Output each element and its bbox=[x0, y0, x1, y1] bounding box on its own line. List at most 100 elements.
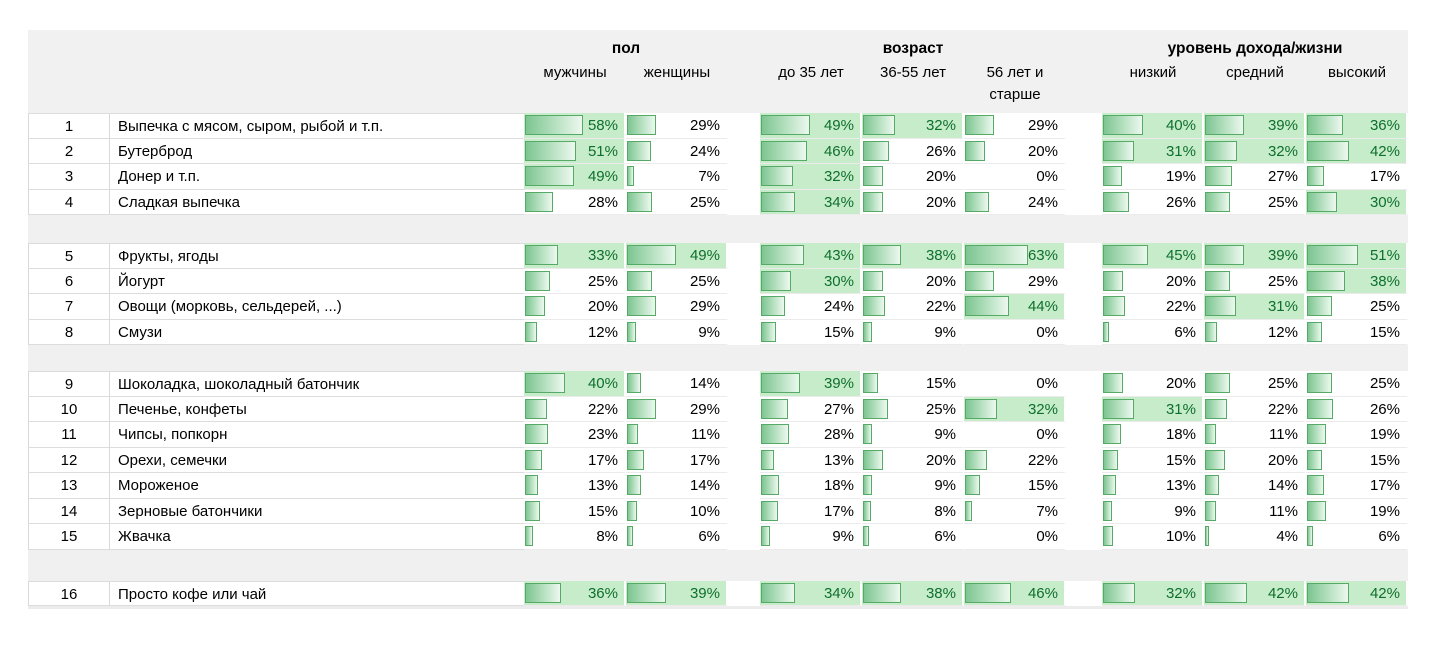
row-label-cell[interactable]: Выпечка с мясом, сыром, рыбой и т.п. bbox=[110, 113, 524, 139]
data-cell[interactable]: 6% bbox=[862, 524, 964, 550]
data-cell[interactable]: 20% bbox=[1102, 268, 1204, 294]
data-cell[interactable]: 10% bbox=[626, 498, 728, 524]
column-group-title[interactable]: возраст bbox=[882, 40, 944, 57]
data-cell[interactable]: 28% bbox=[760, 422, 862, 448]
row-label-cell[interactable]: Жвачка bbox=[110, 524, 524, 550]
data-cell[interactable]: 14% bbox=[626, 473, 728, 499]
row-number-cell[interactable]: 16 bbox=[28, 580, 110, 606]
data-cell[interactable]: 49% bbox=[760, 113, 862, 139]
row-label-cell[interactable]: Просто кофе или чай bbox=[110, 580, 524, 606]
row-label-cell[interactable]: Шоколадка, шоколадный батончик bbox=[110, 371, 524, 397]
data-cell[interactable]: 9% bbox=[760, 524, 862, 550]
row-number-cell[interactable]: 2 bbox=[28, 138, 110, 164]
data-cell[interactable]: 63% bbox=[964, 243, 1066, 269]
data-cell[interactable]: 19% bbox=[1306, 498, 1408, 524]
row-number-cell[interactable]: 4 bbox=[28, 189, 110, 215]
data-cell[interactable]: 15% bbox=[1102, 447, 1204, 473]
data-cell[interactable]: 11% bbox=[1204, 422, 1306, 448]
data-cell[interactable]: 51% bbox=[1306, 243, 1408, 269]
data-cell[interactable]: 25% bbox=[1306, 294, 1408, 320]
data-cell[interactable]: 17% bbox=[524, 447, 626, 473]
data-cell[interactable]: 15% bbox=[1306, 319, 1408, 345]
row-label-cell[interactable]: Печенье, конфеты bbox=[110, 397, 524, 422]
data-cell[interactable]: 49% bbox=[626, 243, 728, 269]
data-cell[interactable]: 31% bbox=[1102, 138, 1204, 164]
row-number-cell[interactable]: 12 bbox=[28, 447, 110, 473]
data-cell[interactable]: 10% bbox=[1102, 524, 1204, 550]
column-header[interactable]: до 35 лет bbox=[778, 64, 844, 81]
column-header[interactable]: 56 лет и старше bbox=[986, 64, 1044, 103]
data-cell[interactable]: 13% bbox=[1102, 473, 1204, 499]
data-cell[interactable]: 7% bbox=[626, 164, 728, 190]
data-cell[interactable]: 29% bbox=[626, 113, 728, 139]
data-cell[interactable]: 38% bbox=[1306, 268, 1408, 294]
data-cell[interactable]: 29% bbox=[964, 113, 1066, 139]
data-cell[interactable]: 4% bbox=[1204, 524, 1306, 550]
row-number-cell[interactable]: 8 bbox=[28, 319, 110, 345]
data-cell[interactable]: 6% bbox=[1306, 524, 1408, 550]
data-cell[interactable]: 32% bbox=[964, 396, 1066, 422]
data-cell[interactable]: 11% bbox=[1204, 498, 1306, 524]
data-cell[interactable]: 18% bbox=[760, 473, 862, 499]
data-cell[interactable]: 34% bbox=[760, 580, 862, 606]
data-cell[interactable]: 15% bbox=[862, 371, 964, 397]
data-cell[interactable]: 45% bbox=[1102, 243, 1204, 269]
row-label-cell[interactable]: Орехи, семечки bbox=[110, 448, 524, 473]
row-label-cell[interactable]: Бутерброд bbox=[110, 139, 524, 164]
data-cell[interactable]: 38% bbox=[862, 243, 964, 269]
row-number-cell[interactable]: 11 bbox=[28, 422, 110, 448]
data-cell[interactable]: 23% bbox=[524, 422, 626, 448]
data-cell[interactable]: 58% bbox=[524, 113, 626, 139]
data-cell[interactable]: 9% bbox=[626, 319, 728, 345]
data-cell[interactable]: 32% bbox=[760, 164, 862, 190]
data-cell[interactable]: 20% bbox=[862, 447, 964, 473]
row-label-cell[interactable]: Смузи bbox=[110, 320, 524, 345]
row-label-cell[interactable]: Донер и т.п. bbox=[110, 164, 524, 190]
data-cell[interactable]: 17% bbox=[760, 498, 862, 524]
data-cell[interactable]: 39% bbox=[1204, 243, 1306, 269]
data-cell[interactable]: 20% bbox=[862, 189, 964, 215]
data-cell[interactable]: 22% bbox=[862, 294, 964, 320]
data-cell[interactable]: 32% bbox=[862, 113, 964, 139]
data-cell[interactable]: 20% bbox=[862, 268, 964, 294]
data-cell[interactable]: 30% bbox=[1306, 189, 1408, 215]
data-cell[interactable]: 15% bbox=[1306, 447, 1408, 473]
data-cell[interactable]: 29% bbox=[626, 396, 728, 422]
data-cell[interactable]: 40% bbox=[524, 371, 626, 397]
data-cell[interactable]: 14% bbox=[626, 371, 728, 397]
data-cell[interactable]: 0% bbox=[964, 371, 1066, 397]
column-group-title[interactable]: уровень дохода/жизни bbox=[1167, 40, 1343, 57]
data-cell[interactable]: 11% bbox=[626, 422, 728, 448]
data-cell[interactable]: 22% bbox=[1102, 294, 1204, 320]
data-cell[interactable]: 24% bbox=[964, 189, 1066, 215]
data-cell[interactable]: 18% bbox=[1102, 422, 1204, 448]
data-cell[interactable]: 32% bbox=[1204, 138, 1306, 164]
row-number-cell[interactable]: 14 bbox=[28, 498, 110, 524]
data-cell[interactable]: 28% bbox=[524, 189, 626, 215]
row-label-cell[interactable]: Чипсы, попкорн bbox=[110, 422, 524, 448]
data-cell[interactable]: 17% bbox=[626, 447, 728, 473]
data-cell[interactable]: 12% bbox=[524, 319, 626, 345]
row-label-cell[interactable]: Зерновые батончики bbox=[110, 499, 524, 524]
data-cell[interactable]: 26% bbox=[1102, 189, 1204, 215]
data-cell[interactable]: 24% bbox=[760, 294, 862, 320]
data-cell[interactable]: 49% bbox=[524, 164, 626, 190]
data-cell[interactable]: 6% bbox=[626, 524, 728, 550]
data-cell[interactable]: 9% bbox=[862, 422, 964, 448]
data-cell[interactable]: 46% bbox=[964, 580, 1066, 606]
data-cell[interactable]: 44% bbox=[964, 294, 1066, 320]
column-header[interactable]: высокий bbox=[1327, 64, 1387, 81]
data-cell[interactable]: 20% bbox=[1102, 371, 1204, 397]
data-cell[interactable]: 33% bbox=[524, 243, 626, 269]
data-cell[interactable]: 20% bbox=[964, 138, 1066, 164]
row-number-cell[interactable]: 5 bbox=[28, 243, 110, 269]
column-header[interactable]: женщины bbox=[643, 64, 711, 81]
data-cell[interactable]: 0% bbox=[964, 164, 1066, 190]
data-cell[interactable]: 27% bbox=[760, 396, 862, 422]
row-number-cell[interactable]: 13 bbox=[28, 473, 110, 499]
data-cell[interactable]: 43% bbox=[760, 243, 862, 269]
data-cell[interactable]: 15% bbox=[964, 473, 1066, 499]
data-cell[interactable]: 7% bbox=[964, 498, 1066, 524]
data-cell[interactable]: 9% bbox=[1102, 498, 1204, 524]
data-cell[interactable]: 25% bbox=[1306, 371, 1408, 397]
